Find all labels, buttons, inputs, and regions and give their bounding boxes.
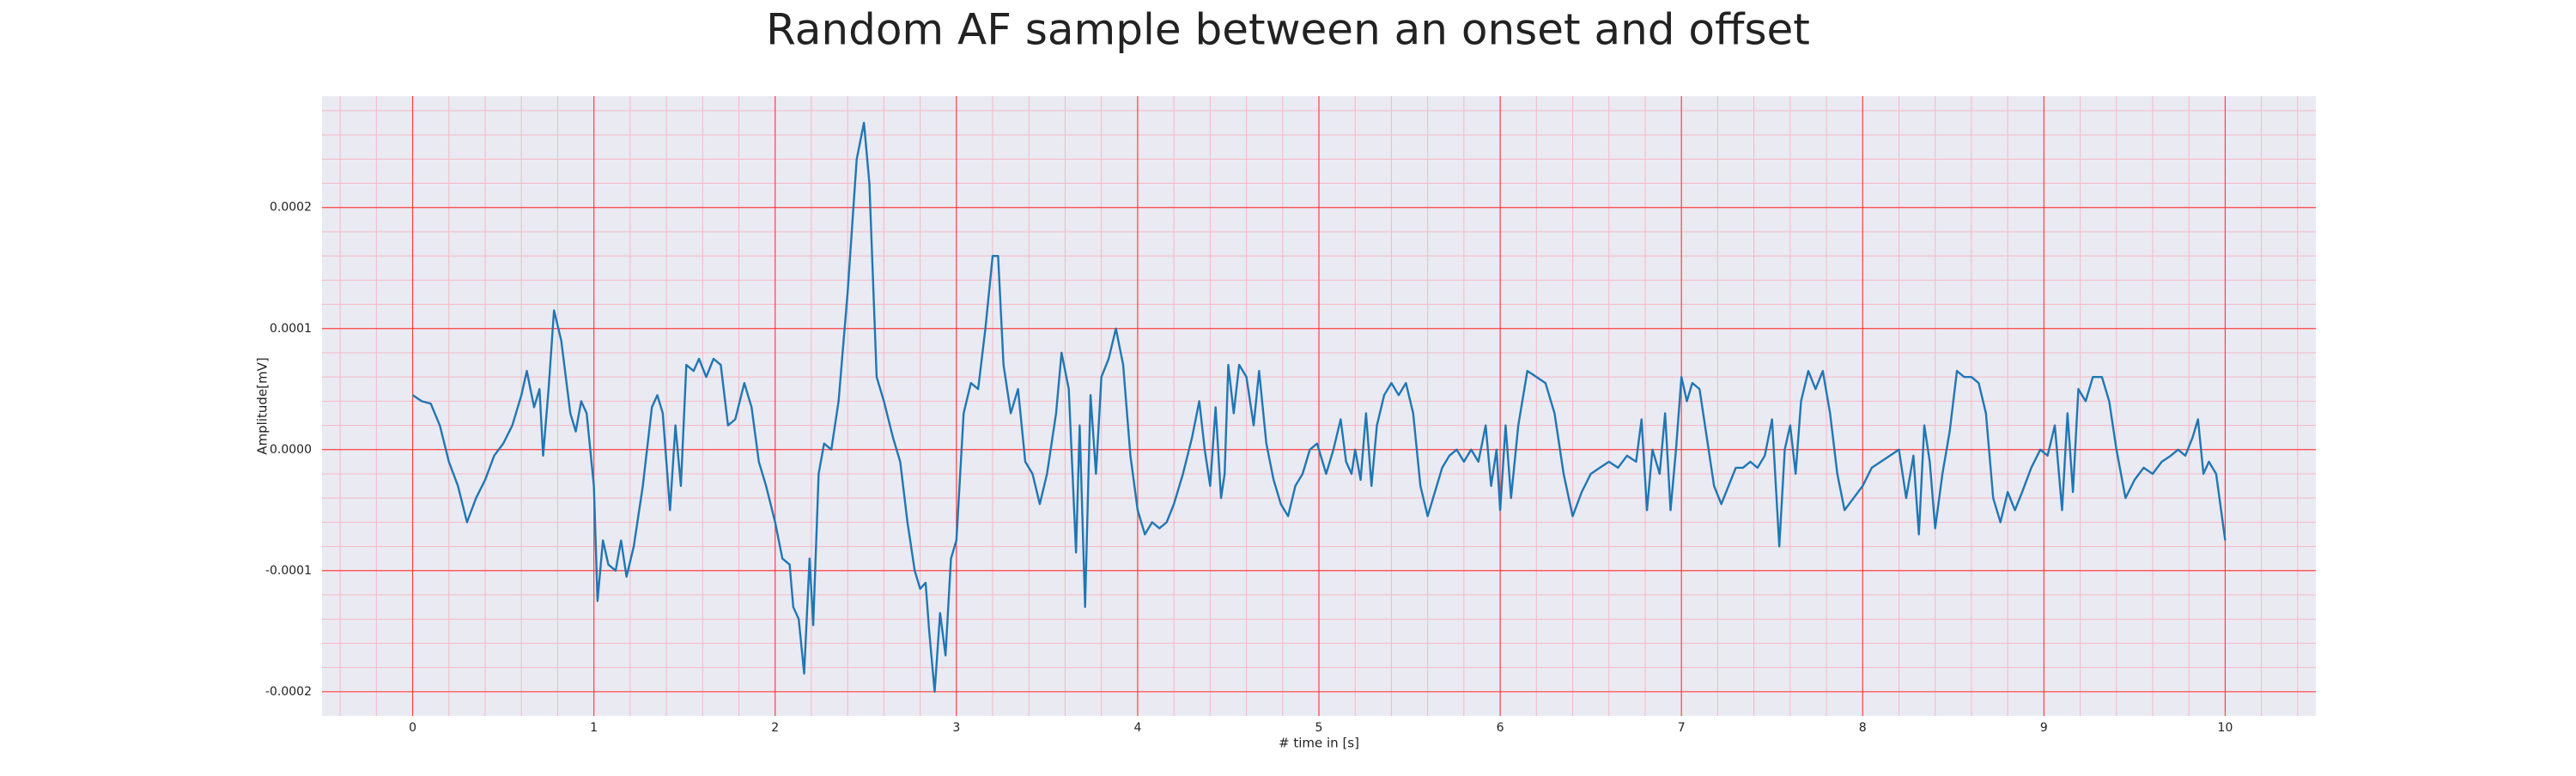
x-tick-label: 10: [2218, 721, 2233, 735]
x-tick-label: 3: [952, 721, 960, 735]
x-axis-label: # time in [s]: [1279, 736, 1359, 751]
x-tick-label: 6: [1497, 721, 1504, 735]
x-tick-label: 1: [590, 721, 598, 735]
y-tick-label: 0.0001: [270, 322, 312, 336]
x-tick-label: 2: [771, 721, 779, 735]
signal-line: [411, 121, 2227, 693]
y-tick-label: -0.0002: [265, 685, 312, 699]
x-tick-label: 5: [1315, 721, 1323, 735]
x-tick-label: 0: [409, 721, 416, 735]
x-tick-label: 7: [1678, 721, 1686, 735]
x-tick-label: 4: [1133, 721, 1141, 735]
chart-title: Random AF sample between an onset and of…: [766, 5, 1810, 55]
x-tick-label: 8: [1859, 721, 1867, 735]
y-tick-label: -0.0001: [265, 564, 312, 578]
y-axis-label: Amplitude[mV]: [255, 357, 270, 454]
x-tick-label: 9: [2040, 721, 2048, 735]
y-tick-label: 0.0000: [270, 443, 312, 457]
y-tick-label: 0.0002: [270, 201, 312, 215]
